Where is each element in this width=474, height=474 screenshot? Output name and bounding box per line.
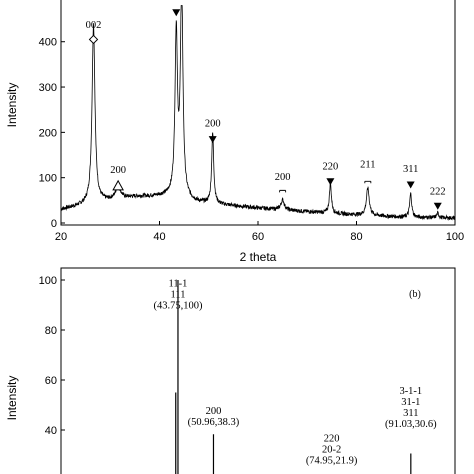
y-tick-label: 200 bbox=[39, 127, 57, 139]
y-tick-label: 0 bbox=[51, 218, 57, 230]
x-axis-title: 2 theta bbox=[240, 250, 277, 264]
peak-label: 200 bbox=[110, 165, 126, 176]
panel-a-xrd-pattern: 002 200 200 200 220 211 311 222 20 40 60 80 100 0 10… bbox=[5, 0, 464, 264]
y-axis-title-b: Intensity bbox=[5, 376, 19, 421]
filled-triangle-marker bbox=[433, 202, 442, 210]
x-tick-label: 40 bbox=[153, 231, 165, 243]
stick-label-line: 200 bbox=[206, 406, 222, 417]
x-tick-label: 80 bbox=[350, 231, 362, 243]
filled-triangle-marker bbox=[406, 181, 415, 189]
diamond-marker bbox=[88, 34, 99, 45]
x-tick-label: 100 bbox=[446, 231, 464, 243]
stick-label-line: 111 bbox=[170, 289, 185, 300]
y-axis-title: Intensity bbox=[5, 83, 19, 128]
open-triangle-marker bbox=[112, 179, 124, 191]
dash-marker bbox=[279, 189, 287, 193]
panel-b-label: (b) bbox=[409, 289, 421, 300]
y-tick-label-b: 60 bbox=[45, 375, 57, 387]
reference-stick-layer bbox=[175, 280, 412, 474]
y-tick-label-b: 80 bbox=[45, 325, 57, 337]
filled-triangle-marker bbox=[208, 136, 217, 144]
y-axis-ticks-b: 40 60 80 100 bbox=[39, 275, 65, 437]
plot-a-frame bbox=[60, 0, 456, 226]
peak-label: 222 bbox=[430, 186, 446, 197]
peak-label: 200 bbox=[275, 172, 291, 183]
stick-label-line: 220 bbox=[324, 433, 340, 444]
filled-triangle-marker bbox=[326, 178, 335, 186]
x-tick-label: 60 bbox=[252, 231, 264, 243]
peak-label: 311 bbox=[403, 164, 418, 175]
x-axis-ticks: 20 40 60 80 100 bbox=[55, 221, 464, 243]
dash-marker bbox=[364, 180, 372, 184]
peak-label: 211 bbox=[360, 160, 375, 171]
y-axis-ticks: 0 100 200 300 400 bbox=[39, 37, 65, 230]
y-tick-label: 100 bbox=[39, 173, 57, 185]
diffraction-curve bbox=[60, 5, 456, 221]
stick-label-line: (91.03,30.6) bbox=[385, 419, 437, 430]
y-tick-label-b: 40 bbox=[45, 425, 57, 437]
stick-label-line: 31-1 bbox=[401, 397, 420, 408]
stick-label-line: (43.75,100) bbox=[153, 300, 202, 311]
stick-label-line: (50.96,38.3) bbox=[188, 417, 240, 428]
plot-b-frame bbox=[60, 267, 456, 474]
stick-label-line: 3-1-1 bbox=[399, 386, 422, 397]
stick-label-line: 311 bbox=[403, 408, 418, 419]
peak-label: 220 bbox=[323, 162, 339, 173]
x-tick-label: 20 bbox=[55, 231, 67, 243]
y-tick-label: 400 bbox=[39, 37, 57, 49]
stick-label-line: 20-2 bbox=[322, 444, 341, 455]
y-tick-label-b: 100 bbox=[39, 275, 57, 287]
diffraction-curve-layer bbox=[60, 5, 456, 221]
stick-label-line: (74.95,21.9) bbox=[306, 455, 358, 466]
y-tick-label: 300 bbox=[39, 82, 57, 94]
peak-annotation-layer: 002 200 200 200 220 211 311 222 bbox=[86, 9, 446, 210]
stick-label-line: 11-1 bbox=[169, 278, 188, 289]
peak-label: 002 bbox=[86, 20, 102, 31]
peak-label: 200 bbox=[205, 118, 221, 129]
filled-triangle-marker bbox=[172, 9, 181, 17]
